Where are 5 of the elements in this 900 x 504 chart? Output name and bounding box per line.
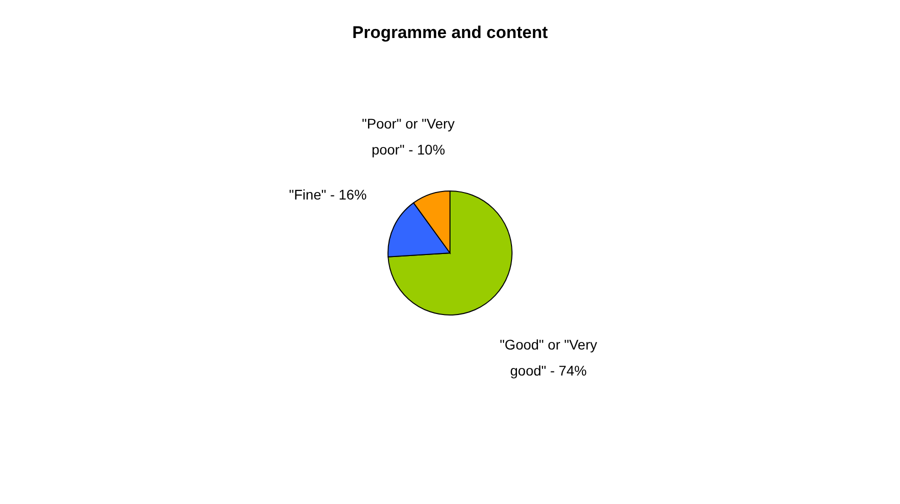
slice-label: "Poor" or "Very poor" - 10% [362, 116, 455, 158]
pie-slice [388, 190, 512, 316]
chart-title: Programme and content [352, 23, 548, 42]
slice-label: "Good" or "Very good" - 74% [500, 336, 598, 378]
slice-label: "Fine" - 16% [289, 186, 367, 203]
